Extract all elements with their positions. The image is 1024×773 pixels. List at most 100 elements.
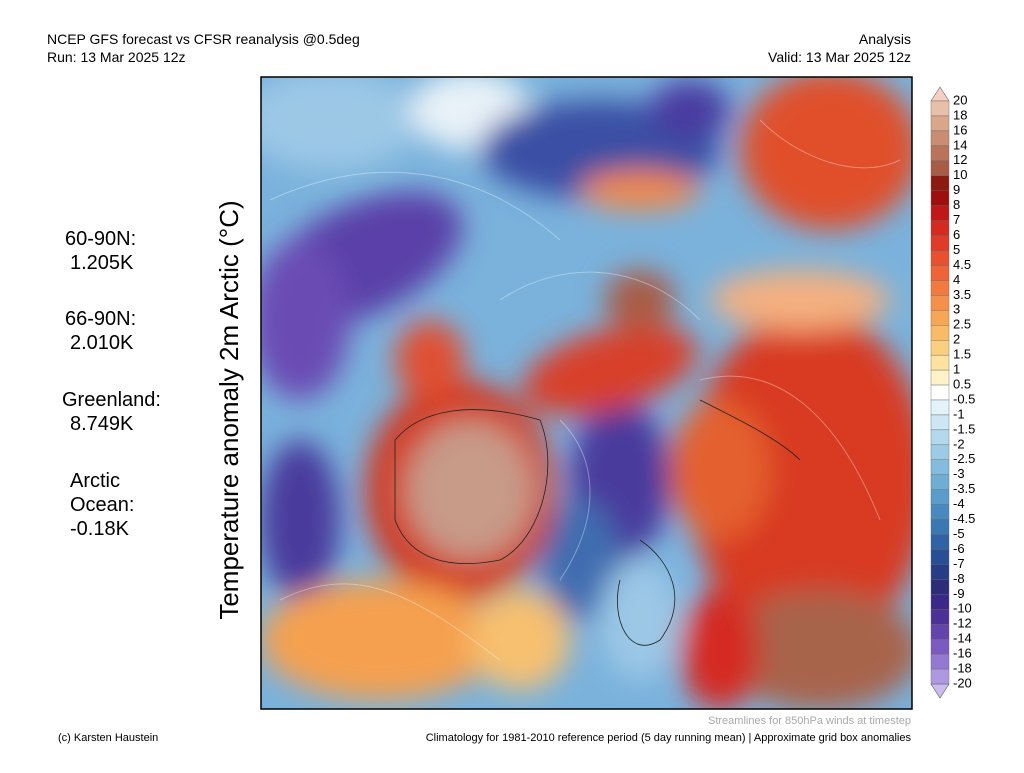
colorbar-box (930, 549, 950, 565)
colorbar-label: 16 (953, 122, 967, 137)
stat-label: Arctic (70, 470, 120, 492)
colorbar-label: 6 (953, 227, 960, 242)
colorbar-label: -12 (953, 616, 972, 631)
coastlines (394, 399, 801, 646)
colorbar-box (930, 668, 950, 685)
colorbar-label: -5 (953, 526, 965, 541)
colorbar-label: 1.5 (953, 347, 971, 362)
colorbar-label: -1.5 (953, 421, 975, 436)
colorbar-box (930, 280, 950, 296)
valid: Valid: 13 Mar 2025 12z (768, 49, 911, 65)
colorbar-label: -2 (953, 436, 965, 451)
colorbar-label: -7 (953, 556, 965, 571)
colorbar-label: 18 (953, 107, 967, 122)
map-frame (260, 76, 913, 710)
colorbar-box (930, 265, 950, 281)
streamlines-note: Streamlines for 850hPa winds at timestep (708, 715, 911, 727)
stat-label: 60-90N: (65, 228, 136, 250)
colorbar-box (930, 474, 950, 490)
colorbar-box (930, 414, 950, 431)
stat-value: 2.010K (70, 332, 134, 354)
colorbar-label: -4.5 (953, 511, 975, 526)
colorbar-box (930, 250, 950, 266)
colorbar-box (930, 564, 950, 580)
colorbar-box (930, 175, 950, 191)
stat-label: Ocean: (70, 494, 134, 516)
colorbar-label: 3.5 (953, 287, 971, 302)
colorbar-label: 4 (953, 272, 960, 287)
colorbar-label: -6 (953, 541, 965, 556)
anomaly-field (261, 77, 912, 709)
colorbar-label: 0.5 (953, 376, 971, 391)
run: Run: 13 Mar 2025 12z (47, 49, 186, 65)
colorbar-arrow (930, 683, 950, 699)
colorbar-box (930, 384, 950, 401)
colorbar-label: -20 (953, 675, 972, 690)
colorbar-box (930, 519, 950, 535)
colorbar-label: 9 (953, 182, 960, 197)
colorbar-box (930, 594, 950, 610)
colorbar-box (930, 639, 950, 655)
colorbar-label: -3.5 (953, 481, 975, 496)
colorbar-box (930, 145, 950, 162)
colorbar-box (930, 160, 950, 176)
colorbar-arrow (930, 86, 950, 102)
stats: 60-90N:1.205K 66-90N:2.010K Greenland:8.74… (62, 228, 161, 540)
colorbar-box (930, 459, 950, 475)
colorbar-label: 2.5 (953, 317, 971, 332)
colorbar-label: 14 (953, 137, 967, 152)
colorbar-box (930, 310, 950, 326)
colorbar-box (930, 235, 950, 251)
colorbar-box (930, 534, 950, 550)
colorbar-label: 10 (953, 167, 967, 182)
colorbar-box (930, 624, 950, 640)
colorbar-label: -10 (953, 601, 972, 616)
colorbar-box (930, 130, 950, 147)
colorbar-label: 3 (953, 302, 960, 317)
colorbar-box (930, 115, 950, 132)
stat-label: 66-90N: (65, 308, 136, 330)
colorbar-box (930, 190, 950, 206)
title: NCEP GFS forecast vs CFSR reanalysis @0.… (47, 31, 360, 47)
colorbar-label: 12 (953, 152, 967, 167)
colorbar-box (930, 325, 950, 341)
colorbar-label: 8 (953, 197, 960, 212)
streamlines (269, 119, 901, 661)
colorbar-label: -14 (953, 631, 972, 646)
map (261, 77, 912, 709)
colorbar-label: -8 (953, 571, 965, 586)
colorbar-label: 4.5 (953, 257, 971, 272)
colorbar: 201816141210987654.543.532.521.510.5-0.5… (930, 86, 975, 699)
colorbar-box (930, 504, 950, 520)
stat-value: 8.749K (70, 413, 134, 435)
colorbar-label: 7 (953, 212, 960, 227)
colorbar-label: -18 (953, 661, 972, 676)
mode: Analysis (859, 31, 911, 47)
colorbar-box (930, 489, 950, 505)
colorbar-box (930, 354, 950, 371)
colorbar-box (930, 100, 950, 117)
colorbar-label: -3 (953, 466, 965, 481)
credit: (c) Karsten Haustein (58, 732, 158, 744)
colorbar-box (930, 295, 950, 311)
stat-value: 1.205K (70, 252, 134, 274)
colorbar-box (930, 653, 950, 670)
colorbar-label: -1 (953, 406, 965, 421)
colorbar-label: 2 (953, 332, 960, 347)
colorbar-label: -16 (953, 646, 972, 661)
colorbar-label: 5 (953, 242, 960, 257)
colorbar-box (930, 205, 950, 221)
colorbar-box (930, 429, 950, 446)
colorbar-label: -4 (953, 496, 965, 511)
colorbar-label: 20 (953, 92, 967, 107)
stat-value: -0.18K (70, 518, 130, 540)
colorbar-box (930, 340, 950, 356)
stat-label: Greenland: (62, 389, 161, 411)
colorbar-box (930, 609, 950, 625)
colorbar-label: -2.5 (953, 451, 975, 466)
colorbar-box (930, 220, 950, 236)
colorbar-box (930, 369, 950, 386)
colorbar-label: 1 (953, 362, 960, 377)
colorbar-box (930, 579, 950, 595)
